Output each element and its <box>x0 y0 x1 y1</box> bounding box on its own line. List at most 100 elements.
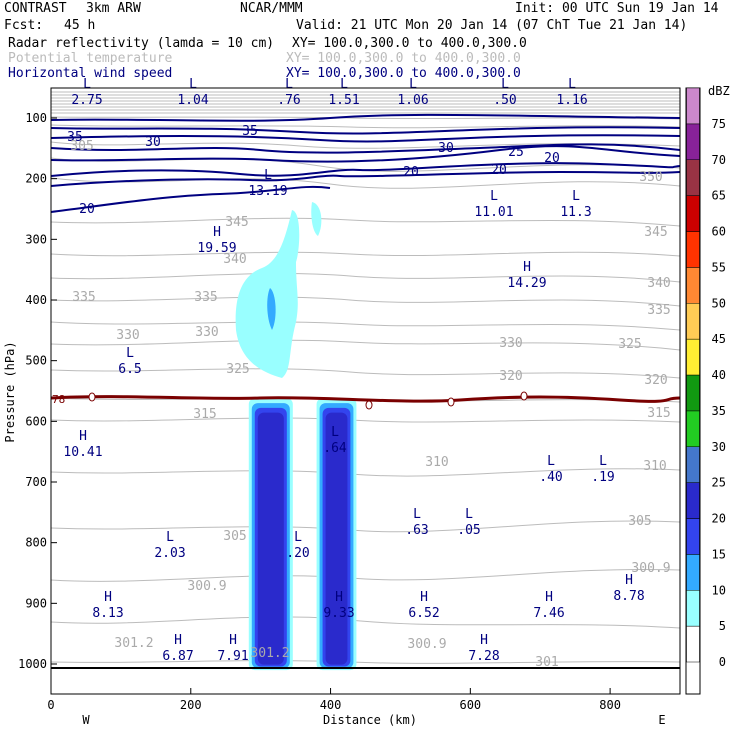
plot-layers <box>51 91 680 671</box>
colorbar-level-label: 20 <box>712 512 726 526</box>
field-2-name: Potential temperature <box>8 51 173 66</box>
extremum-value: .05 <box>457 523 480 538</box>
colorbar-level-label: 30 <box>712 440 726 454</box>
extremum-value: 8.13 <box>92 606 123 621</box>
wind-contour-label: 30 <box>438 141 454 156</box>
extremum-type: H <box>79 429 87 444</box>
y-tick-label: 400 <box>25 293 47 307</box>
wind-contour-label: 35 <box>242 124 258 139</box>
extremum-value: .63 <box>405 523 428 538</box>
extremum-value: 7.91 <box>217 649 248 664</box>
field-2-xy: XY= 100.0,300.0 to 400.0,300.0 <box>286 51 521 66</box>
west-end-label: W <box>82 713 90 727</box>
colorbar-unit: dBZ <box>708 84 730 98</box>
wind-speed-contours <box>51 113 680 213</box>
organization: NCAR/MMM <box>240 1 303 16</box>
extremum-type: H <box>625 573 633 588</box>
theta-contour-label: 320 <box>644 373 667 388</box>
theta-contour-label: 335 <box>72 290 95 305</box>
forecast-label: Fcst: <box>4 18 44 33</box>
theta-contour-label: 305 <box>628 514 651 529</box>
extremum-type: L <box>409 77 417 92</box>
theta-contour-label: 345 <box>644 225 667 240</box>
colorbar-level-label: 35 <box>712 404 726 418</box>
extremum-value: 1.04 <box>177 93 208 108</box>
extremum-type: H <box>174 633 182 648</box>
theta-contour-label: 340 <box>223 252 246 267</box>
extremum-value: 8.78 <box>613 589 644 604</box>
colorbar-level-label: 55 <box>712 260 726 274</box>
wind-contour-label: 35 <box>67 130 83 145</box>
left-edge-value: 78 <box>52 393 65 406</box>
extremum-type: H <box>523 260 531 275</box>
wind-contour-label: 20 <box>79 202 95 217</box>
extremum-type: H <box>420 590 428 605</box>
theta-contour-label: 310 <box>643 459 666 474</box>
y-tick-label: 600 <box>25 414 47 428</box>
theta-contour-label: 335 <box>647 303 670 318</box>
colorbar-swatch <box>686 231 700 268</box>
theta-contour-label: 340 <box>647 276 670 291</box>
reflectivity-bands <box>248 398 357 671</box>
field-1-xy: XY= 100.0,300.0 to 400.0,300.0 <box>292 36 527 51</box>
extremum-value: 1.16 <box>556 93 587 108</box>
colorbar-swatch <box>686 338 700 376</box>
extremum-type: H <box>335 590 343 605</box>
field-3-name: Horizontal wind speed <box>8 66 173 81</box>
colorbar-level-label: 50 <box>712 296 726 310</box>
extremum-value: 9.33 <box>323 606 354 621</box>
theta-contour-label: 301.2 <box>114 636 153 651</box>
theta-contour-label: 305 <box>70 139 93 154</box>
reflectivity-cell <box>325 412 348 665</box>
colorbar-level-label: 70 <box>712 153 726 167</box>
extremum-value: 14.29 <box>507 276 546 291</box>
theta-contour-label: 330 <box>499 336 522 351</box>
extremum-type: L <box>189 77 197 92</box>
theta-contour-label: 335 <box>194 290 217 305</box>
theta-contour-label: 315 <box>647 406 670 421</box>
extremum-type: H <box>545 590 553 605</box>
project-name: CONTRAST <box>4 1 67 16</box>
extremum-type: L <box>83 77 91 92</box>
y-axis-label: Pressure (hPa) <box>3 341 17 442</box>
colorbar-level-label: 60 <box>712 225 726 239</box>
y-tick-label: 700 <box>25 475 47 489</box>
colorbar-swatch <box>686 195 700 232</box>
extremum-value: 11.3 <box>560 205 591 220</box>
extremum-type: L <box>490 189 498 204</box>
extremum-type: L <box>340 77 348 92</box>
theta-contour-label: 350 <box>639 170 662 185</box>
theta-contour-label: 310 <box>425 455 448 470</box>
east-end-label: E <box>658 713 665 727</box>
colorbar-level-label: 15 <box>712 547 726 561</box>
extremum-type: L <box>285 77 293 92</box>
extremum-value: 2.75 <box>71 93 102 108</box>
y-tick-label: 300 <box>25 232 47 246</box>
extremum-type: L <box>599 454 607 469</box>
extremum-value: 7.28 <box>468 649 499 664</box>
extremum-value: 6.87 <box>162 649 193 664</box>
theta-contour-label: 300.9 <box>631 561 670 576</box>
extremum-value: 7.46 <box>533 606 564 621</box>
extremum-type: H <box>104 590 112 605</box>
extremum-type: L <box>294 530 302 545</box>
theta-contour-label: 330 <box>195 325 218 340</box>
extremum-type: L <box>572 189 580 204</box>
y-axis: 100 200 300 400 500 600 700 800 900 1000 <box>18 111 57 671</box>
y-tick-label: 100 <box>25 111 47 125</box>
extremum-value: 6.52 <box>408 606 439 621</box>
extremum-type: H <box>229 633 237 648</box>
colorbar-level-label: 25 <box>712 476 726 490</box>
colorbar-swatch <box>686 482 700 519</box>
model-name: 3km ARW <box>86 1 141 16</box>
extremum-type: H <box>213 225 221 240</box>
colorbar-swatch <box>686 518 700 555</box>
colorbar-level-label: 5 <box>719 619 726 633</box>
wind-contour-label: 30 <box>145 135 161 150</box>
theta-contour-label: 320 <box>499 369 522 384</box>
extremum-value: 11.01 <box>474 205 513 220</box>
x-tick-label: 800 <box>599 698 621 712</box>
y-tick-label: 200 <box>25 172 47 186</box>
field-1-name: Radar reflectivity (lamda = 10 cm) <box>8 36 275 51</box>
